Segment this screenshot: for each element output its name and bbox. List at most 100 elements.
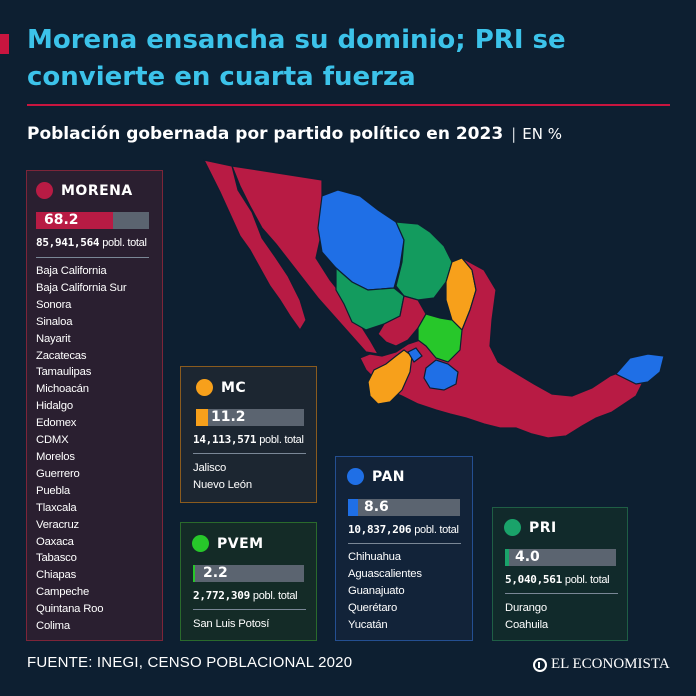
state-list-item: Sinaloa bbox=[36, 315, 73, 328]
state-list-item: Morelos bbox=[36, 450, 75, 463]
morena-name: MORENA bbox=[61, 182, 133, 199]
state-list-item: Colima bbox=[36, 620, 70, 633]
mc-dot-icon bbox=[196, 379, 213, 396]
map-yucatan bbox=[615, 353, 665, 385]
publisher-logo: EL ECONOMISTA bbox=[533, 656, 670, 673]
state-list-item: Campeche bbox=[36, 586, 90, 599]
pvem-bar-track: 2.2 bbox=[193, 565, 304, 582]
state-list-item: Guerrero bbox=[36, 467, 80, 480]
map-sonora-sinaloa bbox=[231, 165, 380, 355]
state-list-item: Guanajuato bbox=[348, 584, 405, 597]
state-list-item: Yucatán bbox=[348, 618, 388, 631]
title-accent-bar bbox=[0, 34, 9, 54]
state-list-item: Chihuahua bbox=[348, 551, 401, 563]
legend-pvem-header: PVEM bbox=[192, 535, 264, 552]
unit-label: | EN % bbox=[511, 125, 562, 143]
pri-bar-track: 4.0 bbox=[505, 549, 616, 566]
state-list-item: Oaxaca bbox=[36, 535, 74, 548]
morena-value: 68.2 bbox=[44, 212, 79, 228]
morena-population-value: 85,941,564 bbox=[36, 236, 100, 249]
pri-separator bbox=[505, 593, 618, 594]
state-list-item: Edomex bbox=[36, 417, 77, 430]
state-list-item: Veracruz bbox=[36, 518, 79, 531]
state-list-item: Aguascalientes bbox=[348, 567, 422, 580]
state-list-item: Jalisco bbox=[193, 462, 227, 474]
pri-name: PRI bbox=[529, 519, 557, 536]
state-list-item: Tabasco bbox=[36, 552, 77, 565]
state-list-item: Nuevo León bbox=[193, 478, 252, 491]
legend-pvem: PVEM 2.2 2,772,309 pobl. total San Luis P… bbox=[180, 522, 317, 641]
morena-population: 85,941,564 pobl. total bbox=[36, 236, 147, 249]
map-san-luis-potosi bbox=[417, 313, 463, 363]
pan-population-label: pobl. total bbox=[414, 524, 459, 536]
mc-name: MC bbox=[221, 379, 247, 396]
state-list-item: Durango bbox=[505, 602, 547, 614]
pvem-population-label: pobl. total bbox=[252, 590, 298, 602]
map-chihuahua bbox=[317, 189, 405, 291]
state-list-item: Sonora bbox=[36, 298, 72, 311]
unit-text: EN % bbox=[522, 125, 562, 143]
pan-bar bbox=[348, 499, 358, 516]
morena-separator bbox=[36, 257, 149, 258]
morena-bar bbox=[36, 212, 114, 229]
pri-population: 5,040,561 pobl. total bbox=[505, 573, 610, 586]
subtitle-text: Población gobernada por partido político… bbox=[27, 124, 504, 144]
map-aguascalientes bbox=[407, 347, 423, 363]
pri-value: 4.0 bbox=[515, 549, 540, 565]
morena-dot-icon bbox=[36, 182, 53, 199]
morena-population-label: pobl. total bbox=[102, 237, 147, 249]
pvem-population-value: 2,772,309 bbox=[193, 589, 250, 602]
pri-population-label: pobl. total bbox=[564, 574, 610, 586]
pri-dot-icon bbox=[504, 519, 521, 536]
title-divider bbox=[27, 104, 670, 106]
legend-pri: PRI 4.0 5,040,561 pobl. total Durango Coah… bbox=[492, 507, 628, 641]
source-note: FUENTE: INEGI, CENSO POBLACIONAL 2020 bbox=[27, 654, 353, 671]
pan-state-list: Chihuahua Aguascalientes Guanajuato Queréta… bbox=[348, 549, 422, 634]
pan-population: 10,837,206 pobl. total bbox=[348, 523, 459, 536]
state-list-item: Tamaulipas bbox=[36, 366, 92, 379]
state-list-item: Chiapas bbox=[36, 569, 77, 582]
legend-pan: PAN 8.6 10,837,206 pobl. total Chihuahua A… bbox=[335, 456, 473, 641]
pan-value: 8.6 bbox=[364, 499, 389, 515]
pvem-name: PVEM bbox=[217, 535, 264, 552]
pvem-separator bbox=[193, 609, 306, 610]
mc-bar bbox=[196, 409, 209, 426]
mc-state-list: Jalisco Nuevo León bbox=[193, 460, 252, 494]
legend-morena-header: MORENA bbox=[36, 182, 133, 199]
pvem-value: 2.2 bbox=[203, 565, 228, 581]
morena-state-list: Baja California Baja California Sur Sonora… bbox=[36, 263, 127, 635]
pri-population-value: 5,040,561 bbox=[505, 573, 562, 586]
mc-population-label: pobl. total bbox=[259, 434, 304, 446]
state-list-item: Baja California bbox=[36, 265, 107, 277]
mc-bar-track: 11.2 bbox=[196, 409, 304, 426]
pan-bar-track: 8.6 bbox=[348, 499, 460, 516]
legend-pri-header: PRI bbox=[504, 519, 557, 536]
mc-population-value: 14,113,571 bbox=[193, 433, 257, 446]
mc-population: 14,113,571 pobl. total bbox=[193, 433, 304, 446]
chart-subtitle: Población gobernada por partido político… bbox=[27, 124, 562, 144]
state-list-item: Nayarit bbox=[36, 332, 71, 345]
state-list-item: Hidalgo bbox=[36, 400, 73, 413]
pvem-bar bbox=[193, 565, 196, 582]
state-list-item: Michoacán bbox=[36, 383, 89, 396]
legend-mc-header: MC bbox=[196, 379, 246, 396]
state-list-item: Querétaro bbox=[348, 601, 398, 614]
map-guanajuato-queretaro bbox=[423, 359, 459, 391]
legend-morena: MORENA 68.2 85,941,564 pobl. total Baja C… bbox=[26, 170, 163, 641]
state-list-item: San Luis Potosí bbox=[193, 618, 270, 630]
state-list-item: Quintana Roo bbox=[36, 603, 104, 616]
legend-mc: MC 11.2 14,113,571 pobl. total Jalisco Nue… bbox=[180, 366, 317, 503]
pvem-dot-icon bbox=[192, 535, 209, 552]
map-baja-california bbox=[202, 159, 307, 332]
mexico-map bbox=[202, 159, 665, 439]
pan-population-value: 10,837,206 bbox=[348, 523, 412, 536]
pvem-state-list: San Luis Potosí bbox=[193, 616, 269, 633]
legend-pan-header: PAN bbox=[347, 468, 405, 485]
logo-text: EL ECONOMISTA bbox=[551, 656, 670, 672]
map-morena-east-south bbox=[359, 257, 645, 439]
state-list-item: Zacatecas bbox=[36, 349, 87, 362]
mc-separator bbox=[193, 453, 306, 454]
map-coahuila bbox=[395, 221, 453, 301]
state-list-item: CDMX bbox=[36, 434, 69, 447]
pan-dot-icon bbox=[347, 468, 364, 485]
